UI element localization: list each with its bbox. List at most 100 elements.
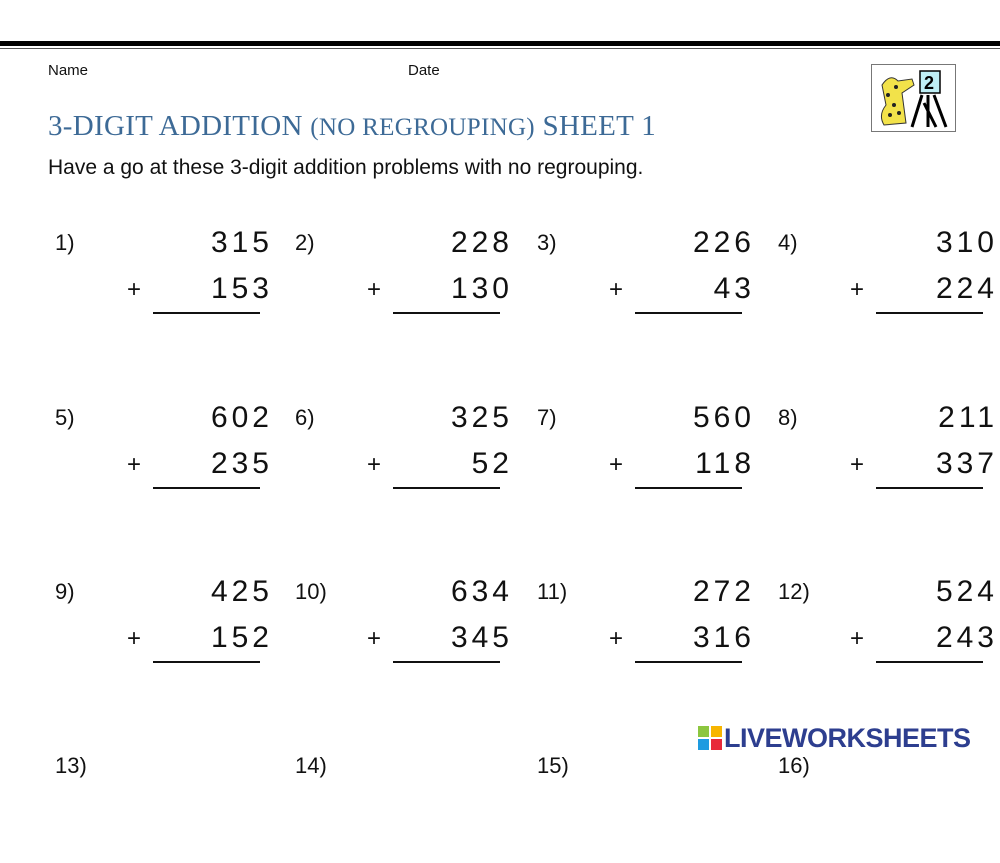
addend-top: 226 xyxy=(692,226,755,259)
answer-space[interactable] xyxy=(876,491,983,513)
addend-top: 425 xyxy=(210,575,273,608)
plus-sign: + xyxy=(609,451,624,478)
problem-5: 5) 602 + 235 xyxy=(55,401,295,515)
answer-space[interactable] xyxy=(635,491,742,513)
problem-4: 4) 310 + 224 xyxy=(778,226,1000,340)
title-paren: (NO REGROUPING) xyxy=(310,114,535,141)
answer-space[interactable] xyxy=(393,491,500,513)
problem-number: 9) xyxy=(55,579,75,604)
answer-line xyxy=(635,661,742,663)
answer-space[interactable] xyxy=(393,316,500,338)
problem-16: 16) xyxy=(778,753,1000,863)
plus-sign: + xyxy=(850,451,865,478)
plus-sign: + xyxy=(850,276,865,303)
addend-bottom: 243 xyxy=(935,621,998,654)
answer-line xyxy=(635,487,742,489)
addend-bottom: 153 xyxy=(210,272,273,305)
problem-number: 3) xyxy=(537,230,557,255)
live-blocks-icon xyxy=(698,726,722,750)
top-rule-thin xyxy=(0,48,1000,49)
plus-sign: + xyxy=(127,625,142,652)
problem-3: 3) 226 + 43 xyxy=(537,226,777,340)
addend-top: 310 xyxy=(935,226,998,259)
answer-space[interactable] xyxy=(393,665,500,687)
answer-space[interactable] xyxy=(153,491,260,513)
plus-sign: + xyxy=(609,276,624,303)
answer-space[interactable] xyxy=(635,665,742,687)
problem-6: 6) 325 + 52 xyxy=(295,401,535,515)
date-label: Date xyxy=(408,62,440,79)
plus-sign: + xyxy=(367,276,382,303)
top-rule xyxy=(0,41,1000,46)
problem-number: 8) xyxy=(778,405,798,430)
title-end: SHEET 1 xyxy=(534,110,657,142)
addend-bottom: 224 xyxy=(935,272,998,305)
addend-bottom: 337 xyxy=(935,447,998,480)
answer-space[interactable] xyxy=(153,316,260,338)
watermark-text: LIVEWORKSHEETS xyxy=(724,723,971,753)
addend-top: 634 xyxy=(450,575,513,608)
addend-top: 524 xyxy=(935,575,998,608)
problem-8: 8) 211 + 337 xyxy=(778,401,1000,515)
problem-number: 2) xyxy=(295,230,315,255)
addend-bottom: 152 xyxy=(210,621,273,654)
answer-line xyxy=(635,312,742,314)
answer-line xyxy=(153,312,260,314)
problem-1: 1) 315 + 153 xyxy=(55,226,295,340)
problem-12: 12) 524 + 243 xyxy=(778,575,1000,689)
addend-top: 602 xyxy=(210,401,273,434)
plus-sign: + xyxy=(850,625,865,652)
problem-14: 14) xyxy=(295,753,535,863)
plus-sign: + xyxy=(367,625,382,652)
addend-top: 315 xyxy=(210,226,273,259)
problem-number: 11) xyxy=(537,579,568,604)
addend-bottom: 316 xyxy=(692,621,755,654)
addend-bottom: 130 xyxy=(450,272,513,305)
addend-top: 228 xyxy=(450,226,513,259)
answer-line xyxy=(393,661,500,663)
addend-bottom: 235 xyxy=(210,447,273,480)
problem-number: 4) xyxy=(778,230,798,255)
answer-line xyxy=(876,661,983,663)
addend-top: 560 xyxy=(692,401,755,434)
title-main: 3-DIGIT ADDITION xyxy=(48,110,311,142)
answer-line xyxy=(153,487,260,489)
problem-number: 12) xyxy=(778,579,810,604)
problem-number: 5) xyxy=(55,405,75,430)
answer-line xyxy=(393,312,500,314)
addend-top: 325 xyxy=(450,401,513,434)
problem-number: 1) xyxy=(55,230,75,255)
plus-sign: + xyxy=(609,625,624,652)
problem-number: 10) xyxy=(295,579,327,604)
answer-line xyxy=(393,487,500,489)
problem-10: 10) 634 + 345 xyxy=(295,575,535,689)
answer-line xyxy=(876,312,983,314)
plus-sign: + xyxy=(127,276,142,303)
answer-space[interactable] xyxy=(153,665,260,687)
problem-7: 7) 560 + 118 xyxy=(537,401,777,515)
addend-top: 272 xyxy=(692,575,755,608)
addend-bottom: 43 xyxy=(713,272,755,305)
answer-line xyxy=(153,661,260,663)
problem-15: 15) xyxy=(537,753,777,863)
problem-number: 6) xyxy=(295,405,315,430)
page-title: 3-DIGIT ADDITION (NO REGROUPING) SHEET 1 xyxy=(48,110,656,143)
problem-11: 11) 272 + 316 xyxy=(537,575,777,689)
plus-sign: + xyxy=(127,451,142,478)
name-label: Name xyxy=(48,62,89,79)
addend-top: 211 xyxy=(938,401,998,434)
logo-digit: 2 xyxy=(924,73,934,93)
problem-2: 2) 228 + 130 xyxy=(295,226,535,340)
problem-9: 9) 425 + 152 xyxy=(55,575,295,689)
leopard-easel-logo: 2 xyxy=(871,64,956,132)
instructions: Have a go at these 3-digit addition prob… xyxy=(48,156,644,179)
answer-space[interactable] xyxy=(876,316,983,338)
problem-number: 7) xyxy=(537,405,557,430)
addend-bottom: 345 xyxy=(450,621,513,654)
answer-space[interactable] xyxy=(635,316,742,338)
answer-space[interactable] xyxy=(876,665,983,687)
liveworksheets-watermark: LIVEWORKSHEETS xyxy=(698,723,971,754)
answer-line xyxy=(876,487,983,489)
problem-13: 13) xyxy=(55,753,295,863)
plus-sign: + xyxy=(367,451,382,478)
